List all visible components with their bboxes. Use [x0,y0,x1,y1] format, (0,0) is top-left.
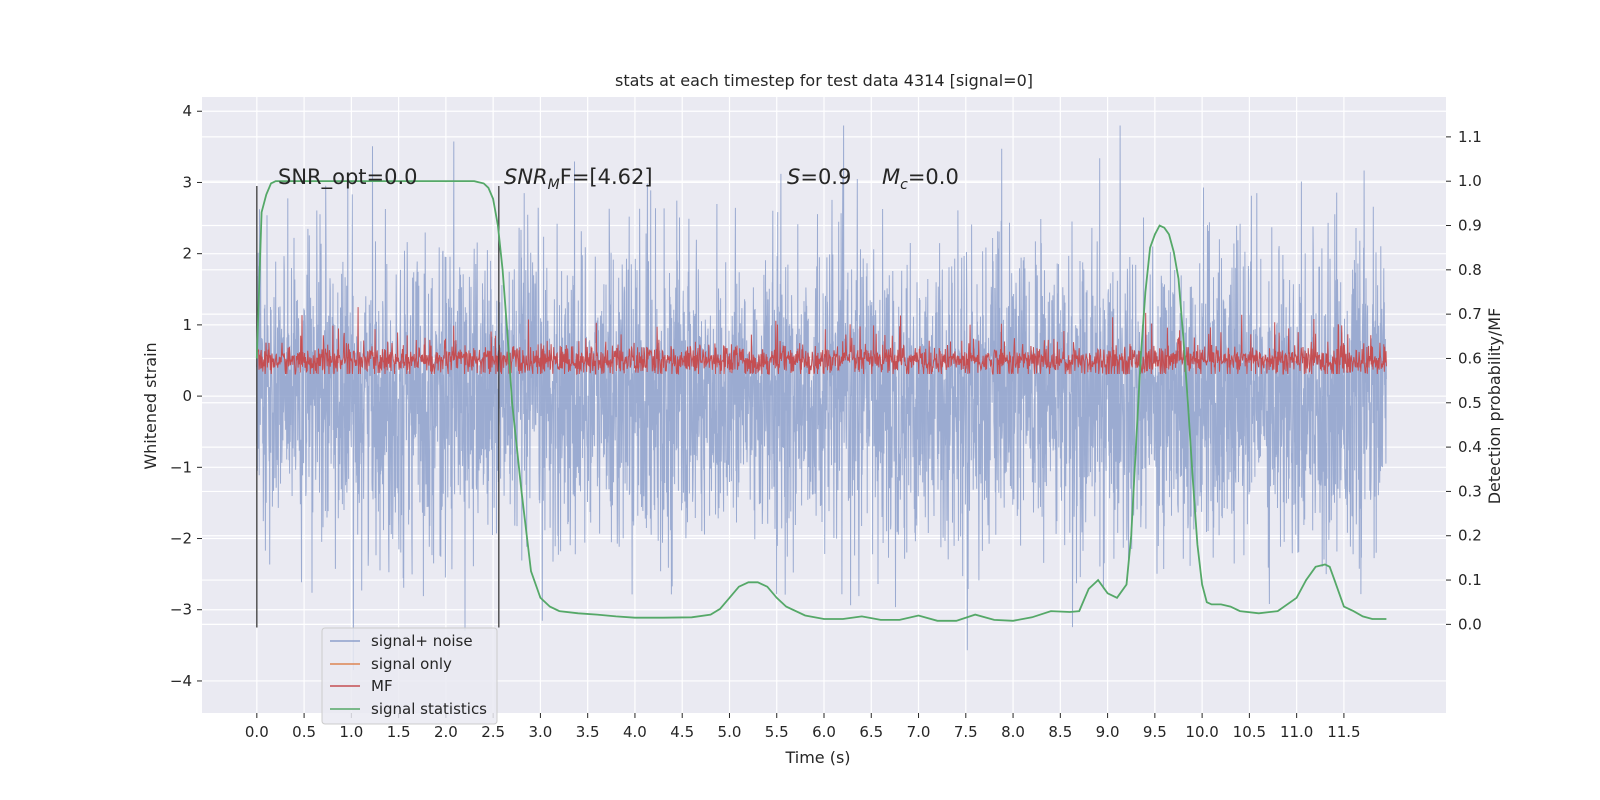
legend-label-signal-statistics: signal statistics [371,700,487,718]
x-tick-label: 8.5 [1048,723,1072,741]
y-right-tick-label: 0.5 [1458,394,1482,412]
x-tick-label: 6.0 [812,723,836,741]
legend-label-signal-only: signal only [371,655,452,673]
x-tick-label: 2.0 [434,723,458,741]
y-axis-right-label: Detection probability/MF [1485,308,1504,505]
x-tick-label: 7.5 [954,723,978,741]
s-annotation: S=0.9 [787,165,851,189]
snr-opt-annotation: SNR_opt=0.0 [278,165,418,190]
x-tick-label: 4.0 [623,723,647,741]
y-left-tick-label: −4 [170,672,192,690]
y-right-tick-label: 0.1 [1458,571,1482,589]
x-tick-label: 3.5 [576,723,600,741]
y-right-tick-label: 0.6 [1458,349,1482,367]
y-right-tick-label: 1.1 [1458,128,1482,146]
y-right-tick-label: 1.0 [1458,172,1482,190]
x-tick-label: 2.5 [481,723,505,741]
x-tick-label: 5.5 [765,723,789,741]
y-left-tick-label: −3 [170,601,192,619]
y-left-tick-label: 0 [182,387,192,405]
x-tick-label: 4.5 [670,723,694,741]
x-tick-label: 1.5 [387,723,411,741]
y-right-tick-label: 0.0 [1458,615,1482,633]
y-axis-left-label: Whitened strain [141,342,160,469]
legend-label-mf: MF [371,677,393,695]
signal-noise-series [256,125,1387,671]
x-tick-label: 10.5 [1233,723,1266,741]
x-tick-label: 1.0 [339,723,363,741]
plot-content [255,125,1387,671]
x-axis-label: Time (s) [784,748,850,767]
x-tick-label: 9.5 [1143,723,1167,741]
signal-statistics-series [255,180,1387,622]
y-right-tick-label: 0.2 [1458,527,1482,545]
x-tick-label: 10.0 [1185,723,1218,741]
y-left-tick-label: 4 [182,102,192,120]
x-axis-ticks: 0.0 0.5 1.0 1.5 2.0 2.5 3.0 3.5 4.0 4.5 5.0 5.5 6.0 6… [245,713,1361,741]
mc-variable: M [882,165,900,189]
x-tick-label: 8.0 [1001,723,1025,741]
x-tick-label: 6.5 [859,723,883,741]
legend: signal+ noise signal only MF signal stat… [321,627,498,725]
s-variable: S [787,165,800,189]
legend-box [321,627,498,725]
x-tick-label: 11.5 [1327,723,1360,741]
x-tick-label: 9.0 [1096,723,1120,741]
y-left-tick-label: 3 [182,173,192,191]
s-value: =0.9 [800,165,851,189]
y-left-tick-label: 1 [182,316,192,334]
x-tick-label: 0.5 [292,723,316,741]
x-tick-label: 5.0 [718,723,742,741]
snr-mf-annotation: SNRMF=[4.62] [504,165,653,193]
mc-annotation: Mc=0.0 [882,165,959,193]
snr-mf-base: SNR [504,165,548,189]
legend-label-signal-noise: signal+ noise [371,632,473,650]
mc-subscript: c [900,177,908,193]
x-tick-label: 11.0 [1280,723,1313,741]
snr-mf-subscript: M [548,177,560,193]
x-tick-label: 3.0 [528,723,552,741]
y-right-tick-label: 0.3 [1458,482,1482,500]
y-left-tick-label: 2 [182,245,192,263]
y-axis-left-ticks: 4 3 2 1 0 −1 −2 −3 −4 [170,102,202,690]
mf-series [256,307,1387,375]
x-tick-label: 0.0 [245,723,269,741]
vertical-markers [256,186,500,628]
y-axis-right-ticks: 1.1 1.0 0.9 0.8 0.7 0.6 0.5 0.4 0.3 0.2 0.1 0.0 [1446,128,1482,633]
y-left-tick-label: −2 [170,530,192,548]
x-tick-label: 7.0 [907,723,931,741]
y-right-tick-label: 0.9 [1458,217,1482,235]
y-right-tick-label: 0.7 [1458,305,1482,323]
y-left-tick-label: −1 [170,458,192,476]
mc-value: =0.0 [908,165,959,189]
chart-title: stats at each timestep for test data 431… [615,71,1033,90]
y-right-tick-label: 0.8 [1458,261,1482,279]
snr-mf-value: F=[4.62] [560,165,653,189]
y-right-tick-label: 0.4 [1458,438,1482,456]
